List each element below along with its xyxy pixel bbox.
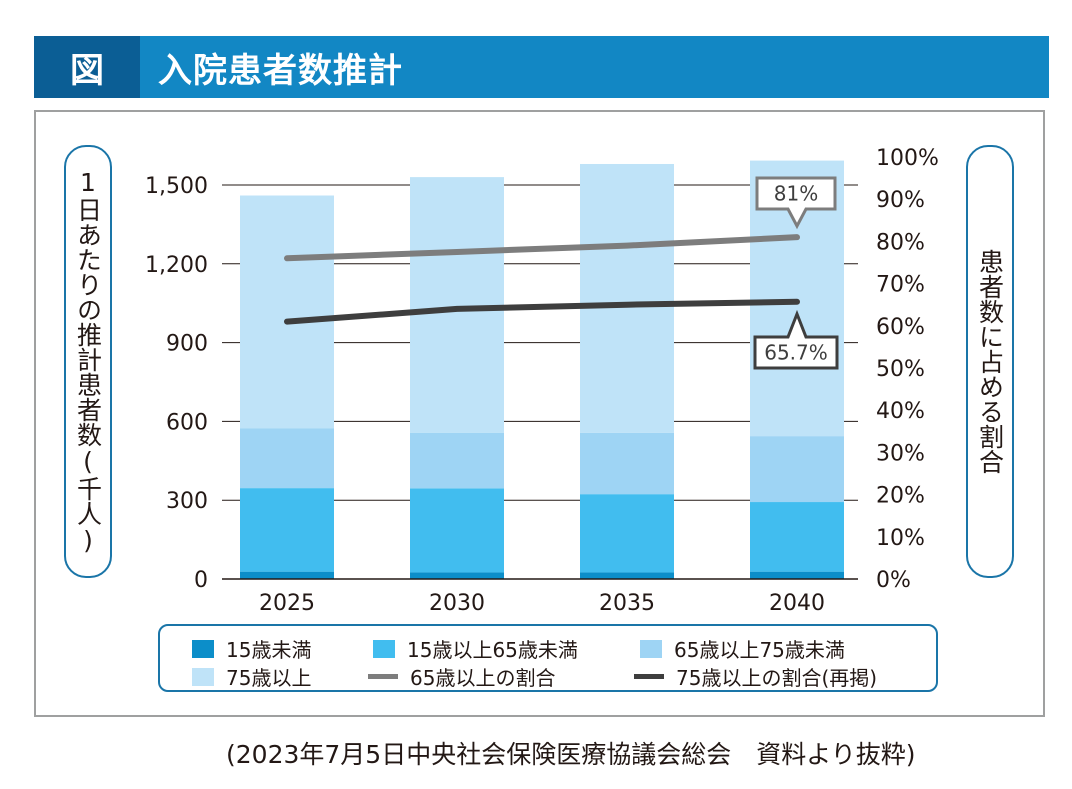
- bar-segment: [410, 177, 504, 433]
- y-right-tick-label: 0%: [876, 568, 911, 593]
- y-right-tick-label: 50%: [876, 357, 925, 382]
- bar-segment: [580, 572, 674, 579]
- right-axis-label: 患者数に占める割合: [975, 249, 1005, 474]
- callout-65plus: [755, 176, 837, 230]
- bar-segment: [240, 488, 334, 572]
- y-right-tick-label: 10%: [876, 526, 925, 551]
- legend-label: 15歳以上65歳未満: [407, 638, 578, 662]
- y-left-tick-label: 1,200: [145, 253, 208, 278]
- chart-frame: [34, 110, 1045, 717]
- legend-label: 75歳以上の割合(再掲): [676, 666, 878, 690]
- x-tick-label: 2025: [259, 591, 315, 616]
- legend-label: 15歳未満: [226, 638, 312, 662]
- bar-segment: [750, 502, 844, 572]
- figure-title: 入院患者数推計: [158, 50, 403, 91]
- bar-segment: [580, 432, 674, 495]
- legend-label: 65歳以上75歳未満: [674, 638, 845, 662]
- legend-swatch: [368, 674, 398, 679]
- legend-item-under15: 15歳未満: [192, 634, 311, 663]
- legend-swatch: [192, 639, 214, 658]
- x-tick-label: 2040: [769, 591, 825, 616]
- legend-item-75plus: 75歳以上: [192, 662, 311, 691]
- legend-swatch: [640, 639, 662, 658]
- y-right-tick-label: 20%: [876, 484, 925, 509]
- legend-item-65to75: 65歳以上75歳未満: [640, 634, 845, 663]
- x-tick-label: 2030: [429, 591, 485, 616]
- y-right-tick-label: 80%: [876, 230, 925, 255]
- y-left-tick-label: 1,500: [145, 174, 208, 199]
- y-right-tick-label: 60%: [876, 315, 925, 340]
- bar-segment: [580, 163, 674, 433]
- y-left-tick-label: 900: [166, 332, 208, 357]
- legend-item-15to65: 15歳以上65歳未満: [373, 634, 578, 663]
- y-right-tick-label: 30%: [876, 441, 925, 466]
- y-right-tick-label: 70%: [876, 273, 925, 298]
- bar-segment: [750, 436, 844, 503]
- source-note: (2023年7月5日中央社会保険医療協議会総会 資料より抜粋): [226, 740, 916, 769]
- bar-segment: [240, 428, 334, 489]
- legend-swatch: [634, 674, 664, 679]
- y-left-tick-label: 300: [166, 489, 208, 514]
- bar-segment: [750, 571, 844, 579]
- y-left-tick-label: 0: [194, 568, 208, 593]
- legend-item-65plus-share: 65歳以上の割合: [368, 662, 555, 691]
- share-line: [284, 234, 800, 262]
- chart-legend: 15歳未満 15歳以上65歳未満 65歳以上75歳未満 75歳以上 65歳以上の…: [158, 624, 938, 692]
- legend-swatch: [373, 639, 395, 658]
- y-right-tick-label: 100%: [876, 146, 939, 171]
- legend-swatch: [192, 667, 214, 686]
- y-right-tick-label: 40%: [876, 399, 925, 424]
- legend-label: 75歳以上: [226, 666, 312, 690]
- y-left-tick-label: 600: [166, 410, 208, 435]
- bar-segment: [580, 494, 674, 573]
- callout-75plus: [753, 309, 839, 370]
- callout-75plus-text: 65.7%: [764, 341, 828, 365]
- share-line: [284, 298, 800, 325]
- bar-segment: [410, 432, 504, 489]
- bar-segment: [410, 572, 504, 579]
- legend-item-75plus-share: 75歳以上の割合(再掲): [634, 662, 877, 691]
- left-axis-label-box: 1日あたりの推計患者数(千人): [64, 145, 112, 578]
- bar-segment: [410, 488, 504, 573]
- right-axis-label-box: 患者数に占める割合: [966, 145, 1014, 578]
- y-right-tick-label: 90%: [876, 188, 925, 213]
- figure-header: 図 入院患者数推計: [34, 36, 1049, 98]
- bar-segment: [240, 571, 334, 579]
- bar-segment: [240, 195, 334, 429]
- left-axis-label: 1日あたりの推計患者数(千人): [73, 168, 103, 555]
- figure-tag: 図: [34, 36, 140, 98]
- callout-65plus-text: 81%: [774, 182, 818, 206]
- legend-label: 65歳以上の割合: [410, 666, 556, 690]
- x-tick-label: 2035: [599, 591, 655, 616]
